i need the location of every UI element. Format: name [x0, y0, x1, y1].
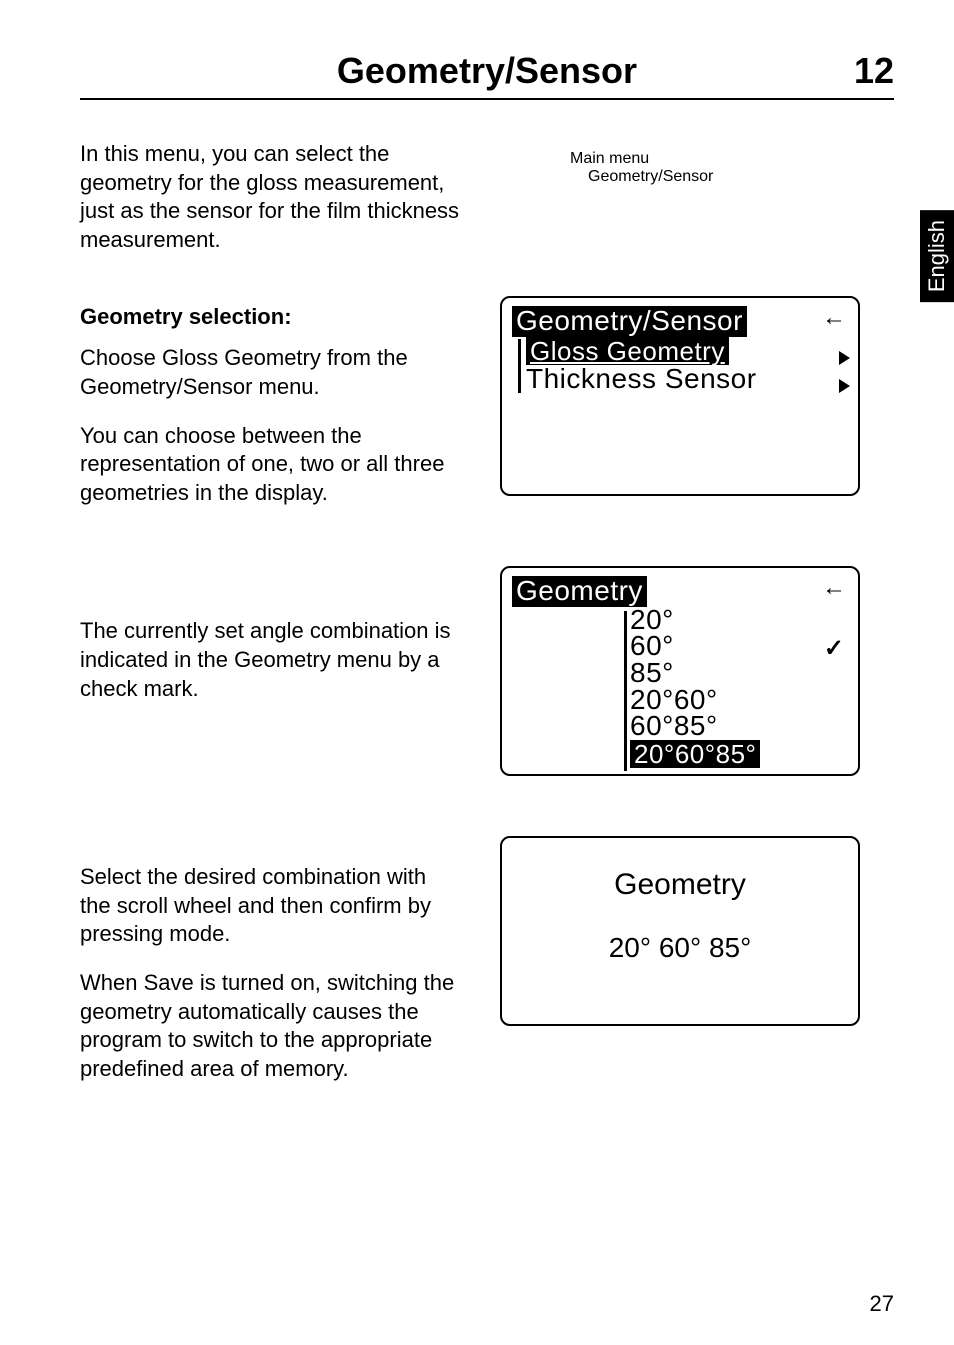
geometry-option[interactable]: 20°60°	[630, 687, 848, 714]
lcd3-title: Geometry	[512, 576, 647, 607]
language-tab: English	[920, 210, 954, 302]
triangle-right-icon	[839, 351, 850, 365]
page-number: 27	[870, 1291, 894, 1317]
lcd-main-menu: Main menu Geometry/Sensor	[570, 150, 860, 186]
lcd-geometry-list: ← ✓ Geometry 20° 60° 85° 20°60° 60°85° 2…	[500, 566, 860, 776]
chapter-number: 12	[854, 50, 894, 92]
lcd1-item: Geometry/Sensor	[588, 168, 713, 185]
geometry-selection-p1: Choose Gloss Geometry from the Geometry/…	[80, 344, 460, 401]
lcd2-title: Geometry/Sensor	[512, 306, 747, 337]
page-title: Geometry/Sensor	[337, 50, 637, 92]
geometry-option[interactable]: 60°	[630, 633, 848, 660]
lcd2-other-item[interactable]: Thickness Sensor	[526, 363, 757, 394]
lcd2-selected-item[interactable]: Gloss Geometry	[526, 337, 729, 366]
geometry-option[interactable]: 85°	[630, 660, 848, 687]
arrow-back-icon: ←	[822, 304, 846, 332]
lcd-geometry-confirm: Geometry 20° 60° 85°	[500, 836, 860, 1026]
page-header: Geometry/Sensor 12	[80, 50, 894, 100]
triangle-right-icon	[839, 379, 850, 393]
geometry-option[interactable]: 60°85°	[630, 713, 848, 740]
lcd1-title: Main menu	[570, 150, 649, 167]
select-paragraph-1: Select the desired combination with the …	[80, 863, 460, 949]
select-paragraph-2: When Save is turned on, switching the ge…	[80, 969, 460, 1083]
intro-paragraph: In this menu, you can select the geometr…	[80, 140, 460, 254]
menu-tick-bar	[624, 611, 627, 771]
arrow-back-icon: ←	[822, 574, 846, 602]
lcd4-value: 20° 60° 85°	[512, 932, 848, 964]
geometry-selection-p2: You can choose between the representatio…	[80, 422, 460, 508]
checkmark-paragraph: The currently set angle combination is i…	[80, 617, 460, 703]
lcd-geometry-sensor-menu: ← Geometry/Sensor Gloss Geometry Thickne…	[500, 296, 860, 496]
geometry-selection-heading: Geometry selection:	[80, 304, 460, 330]
geometry-option-selected[interactable]: 20°60°85°	[630, 740, 760, 769]
geometry-option[interactable]: 20°	[630, 607, 848, 634]
lcd4-title: Geometry	[512, 868, 848, 902]
